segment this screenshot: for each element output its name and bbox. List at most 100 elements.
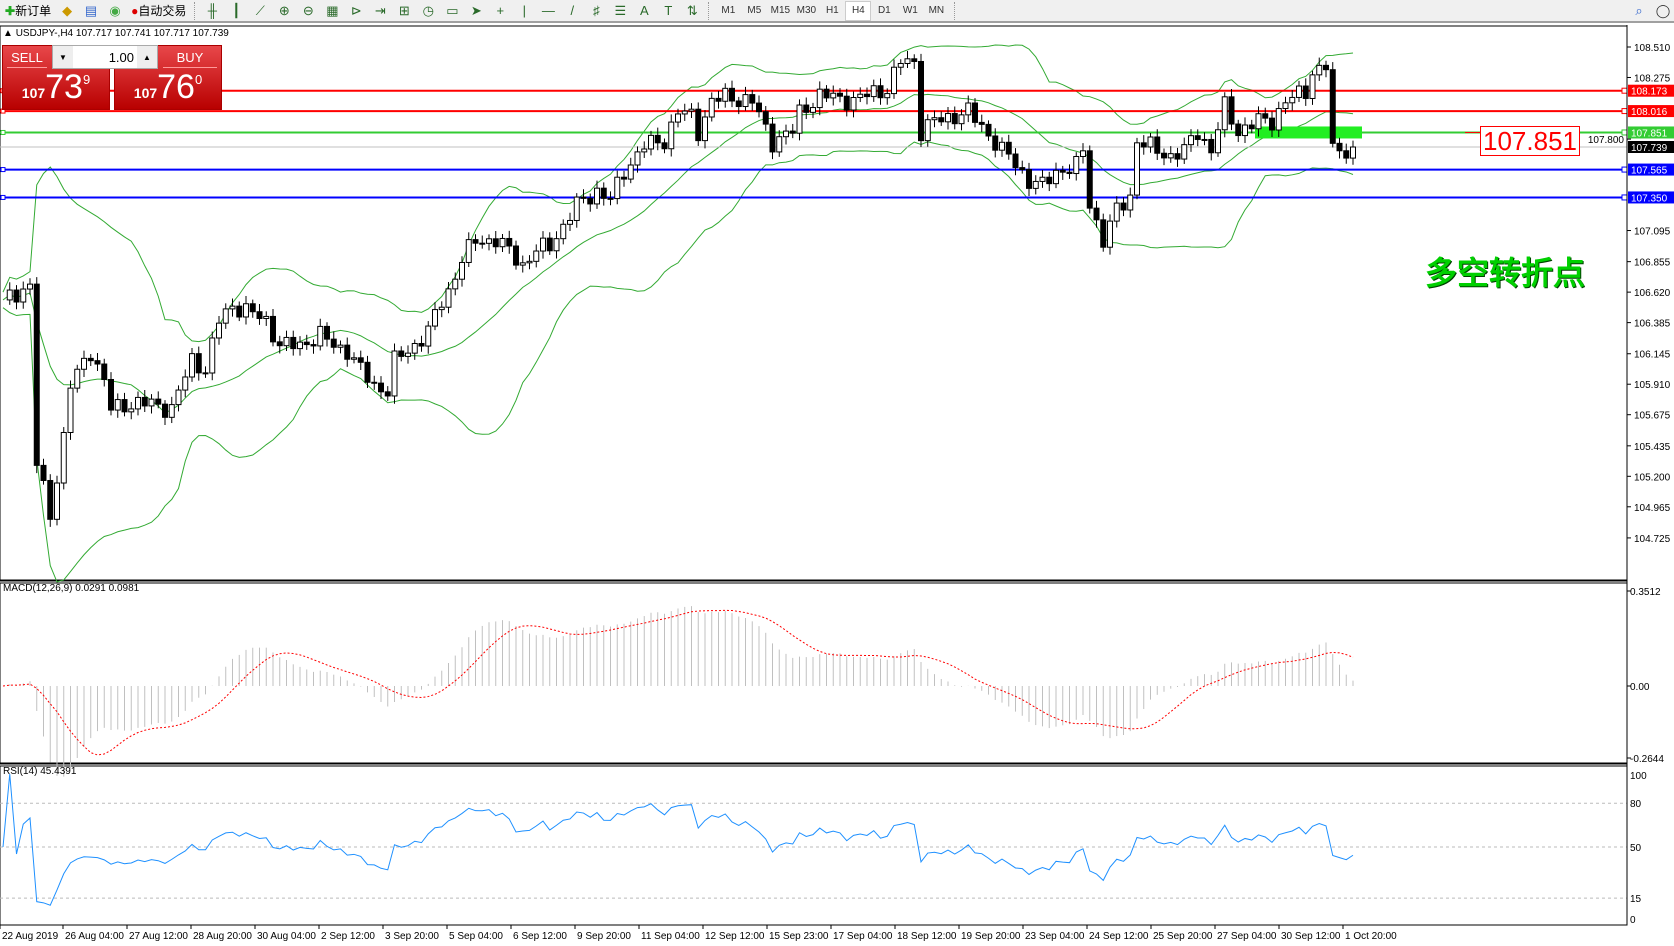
autoscroll-button[interactable]: ⇥ <box>369 1 391 21</box>
buy-button[interactable]: BUY 107760 <box>114 45 222 110</box>
chart-shift-icon: ⊳ <box>350 2 362 18</box>
level-tag-label: 107.851 <box>1631 128 1668 139</box>
candle-body <box>384 391 391 397</box>
time-label: 1 Oct 20:00 <box>1345 931 1397 942</box>
candle-body <box>290 336 297 350</box>
candle-body <box>337 344 344 348</box>
new-order-label: 新订单 <box>15 4 52 18</box>
price-tick-label: 106.385 <box>1634 319 1671 330</box>
chat-button[interactable]: ◯ <box>1652 1 1674 21</box>
time-label: 26 Aug 04:00 <box>65 931 124 942</box>
timeframe-m15[interactable]: M15 <box>770 5 791 16</box>
candle-body <box>708 97 715 118</box>
candle-body <box>317 325 324 347</box>
candle-body <box>398 350 405 357</box>
timeframe-m1[interactable]: M1 <box>721 5 736 16</box>
candle-body <box>762 111 769 125</box>
price-label-107851[interactable]: 107.851 <box>1480 126 1580 156</box>
arrows-button[interactable]: ⇅ <box>681 1 703 21</box>
candle-body <box>135 396 141 410</box>
candle-body <box>324 325 330 340</box>
templates-icon: ▭ <box>446 2 459 18</box>
bar-chart-button[interactable]: ╫ <box>201 1 223 21</box>
candle-body <box>256 311 263 320</box>
timeframe-w1[interactable]: W1 <box>902 5 918 16</box>
chart-window[interactable]: 108.510 108.275 107.800 107.095 106.855 106.6… <box>0 25 1674 946</box>
periods-button[interactable]: ◷ <box>417 1 439 21</box>
lot-decrease-button[interactable]: ▼ <box>59 52 67 62</box>
timeframe-h4[interactable]: H4 <box>845 0 872 21</box>
time-label: 22 Aug 2019 <box>2 931 59 942</box>
candle-body <box>1167 153 1174 159</box>
tile-windows-button[interactable]: ▦ <box>321 1 343 21</box>
navigator-button[interactable]: ▤ <box>80 1 102 21</box>
horizontal-line-button[interactable]: — <box>537 1 559 21</box>
candle-body <box>1329 69 1336 144</box>
crosshair-button[interactable]: + <box>489 1 511 21</box>
candle-body <box>870 85 877 98</box>
candle-body <box>958 114 965 125</box>
annotation-text[interactable]: 多空转折点 <box>1425 254 1586 292</box>
level-handle <box>0 167 6 173</box>
candlestick-button[interactable]: ┃ <box>225 1 247 21</box>
vertical-line-button[interactable]: | <box>513 1 535 21</box>
trendline-button[interactable]: / <box>561 1 583 21</box>
candle-body <box>607 197 614 200</box>
candle-body <box>438 306 445 311</box>
candle-body <box>627 164 634 180</box>
crosshair-icon: + <box>496 3 505 18</box>
auto-trading-button[interactable]: ● 自动交易 <box>128 1 189 21</box>
candle-body <box>681 110 688 115</box>
rsi-tick-label: 50 <box>1630 843 1642 854</box>
sell-button[interactable]: SELL 107739 <box>2 45 110 110</box>
timeframe-m5[interactable]: M5 <box>747 5 762 16</box>
sell-price: 107739 <box>21 68 91 106</box>
candle-body <box>715 97 722 102</box>
fibo-fan-button[interactable]: ☰ <box>609 1 631 21</box>
level-tag <box>1628 126 1674 139</box>
candle-body <box>648 134 654 150</box>
lot-increase-button[interactable]: ▲ <box>143 52 151 62</box>
lot-size-input[interactable] <box>73 46 137 68</box>
candlestick-icon: ┃ <box>232 2 241 18</box>
level-tag <box>1628 191 1674 204</box>
candle-body <box>465 239 472 263</box>
market-watch-button[interactable]: ◆ <box>56 1 78 21</box>
candle-body <box>978 121 985 125</box>
time-label: 18 Sep 12:00 <box>897 931 957 942</box>
candle-body <box>546 237 553 252</box>
text-label-button[interactable]: T <box>657 1 679 21</box>
candle-body <box>195 353 202 374</box>
candle-body <box>884 93 891 99</box>
templates-button[interactable]: ▭ <box>441 1 463 21</box>
timeframe-mn[interactable]: MN <box>928 5 945 16</box>
candle-body <box>654 134 661 144</box>
text-button[interactable]: A <box>633 1 655 21</box>
zoom-in-button[interactable]: ⊕ <box>273 1 295 21</box>
line-chart-button[interactable]: ⟋ <box>249 1 271 21</box>
zoom-out-button[interactable]: ⊖ <box>297 1 319 21</box>
timeframe-h1[interactable]: H1 <box>825 5 839 16</box>
candle-body <box>1269 117 1275 131</box>
level-tag <box>1628 84 1674 97</box>
price-tick-label: 108.275 <box>1634 73 1671 84</box>
candle-body <box>1080 150 1086 157</box>
rsi-tick-label: 15 <box>1630 894 1642 905</box>
candle-body <box>567 219 573 225</box>
candle-body <box>573 196 580 221</box>
candle-body <box>270 315 276 343</box>
search-button[interactable]: ⌕ <box>1628 1 1650 21</box>
timeframe-m30[interactable]: M30 <box>796 5 817 16</box>
candle-body <box>81 357 87 370</box>
cursor-button[interactable]: ➤ <box>465 1 487 21</box>
candle-body <box>1289 96 1296 104</box>
candle-body <box>931 117 938 121</box>
fibonacci-button[interactable]: ♯ <box>585 1 607 21</box>
signals-button[interactable]: ◉ <box>104 1 126 21</box>
timeframe-d1[interactable]: D1 <box>877 5 891 16</box>
indicators-button[interactable]: ⊞ <box>393 1 415 21</box>
time-label: 5 Sep 04:00 <box>449 931 503 942</box>
chart-shift-button[interactable]: ⊳ <box>345 1 367 21</box>
candle-body <box>749 94 756 104</box>
new-order-button[interactable]: ✚ 新订单 <box>2 1 54 21</box>
